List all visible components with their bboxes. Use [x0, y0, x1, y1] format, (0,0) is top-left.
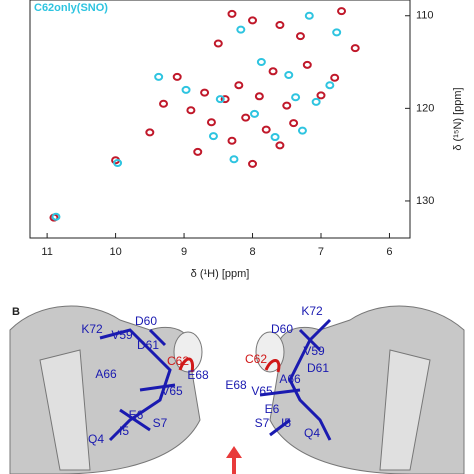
- x-tick-label: 10: [109, 246, 121, 258]
- residue-label: K72: [81, 322, 103, 336]
- y-tick-label: 130: [416, 195, 434, 207]
- peak: [254, 92, 264, 101]
- peak: [311, 97, 321, 106]
- peak: [51, 212, 61, 221]
- peak: [236, 25, 246, 34]
- peak: [304, 11, 314, 20]
- peak: [200, 88, 210, 97]
- peak: [268, 67, 278, 76]
- peak: [248, 159, 258, 168]
- peak: [250, 109, 260, 118]
- residue-label: V59: [303, 344, 325, 358]
- residue-label: D61: [137, 338, 159, 352]
- peak: [186, 106, 196, 115]
- peak: [270, 133, 280, 142]
- residue-label: D61: [307, 361, 329, 375]
- peak: [227, 136, 237, 145]
- x-tick-label: 6: [386, 246, 392, 258]
- peak: [193, 147, 203, 156]
- peak: [297, 126, 307, 135]
- peak: [229, 155, 239, 164]
- peak: [181, 85, 191, 94]
- peak: [241, 113, 251, 122]
- residue-label: C62: [245, 352, 267, 366]
- peak: [154, 72, 164, 81]
- residue-label: V59: [111, 328, 133, 342]
- peak: [350, 44, 360, 53]
- c62-residue: [178, 357, 281, 373]
- peak: [261, 125, 271, 134]
- peak: [330, 73, 340, 82]
- peak: [256, 58, 266, 67]
- peak: [275, 141, 285, 150]
- peak: [332, 28, 342, 37]
- peak: [215, 95, 225, 104]
- legend-entry: C62only(SNO): [34, 2, 108, 14]
- residue-label: A66: [279, 372, 301, 386]
- peak: [289, 119, 299, 128]
- residue-label: S7: [153, 416, 168, 430]
- x-tick-label: 8: [249, 246, 255, 258]
- peak: [337, 7, 347, 16]
- peak: [325, 81, 335, 90]
- peak: [302, 60, 312, 69]
- residue-label: A66: [95, 367, 117, 381]
- residue-label: V65: [161, 384, 183, 398]
- peak: [291, 93, 301, 102]
- plot-frame: [29, 0, 411, 239]
- residue-label: V65: [251, 384, 273, 398]
- residue-label: Q4: [88, 432, 104, 446]
- residue-label: C62: [167, 354, 189, 368]
- y-tick-label: 120: [416, 102, 434, 114]
- peak: [316, 91, 326, 100]
- arrow: [226, 446, 242, 474]
- peak: [172, 72, 182, 81]
- residue-label: I5: [119, 424, 129, 438]
- residue-label: S7: [255, 416, 270, 430]
- y-axis-label: δ (¹⁵N) [ppm]: [452, 87, 464, 150]
- peak: [208, 132, 218, 141]
- residue-label: D60: [135, 314, 157, 328]
- peak: [145, 128, 155, 137]
- residue-label: E68: [225, 378, 247, 392]
- residue-label: K72: [301, 304, 323, 318]
- peak: [234, 81, 244, 90]
- residue-label: E6: [129, 408, 144, 422]
- residue-label: E68: [187, 368, 209, 382]
- x-tick-label: 7: [318, 246, 324, 258]
- residue-label: D60: [271, 322, 293, 336]
- residue-label: E6: [265, 402, 280, 416]
- peak: [159, 99, 169, 108]
- x-axis-label: δ (¹H) [ppm]: [191, 268, 250, 280]
- residue-label: Q4: [304, 426, 320, 440]
- peak: [295, 32, 305, 41]
- peak: [275, 21, 285, 30]
- peak: [282, 101, 292, 110]
- y-tick-label: 110: [416, 10, 434, 22]
- peak: [284, 71, 294, 80]
- peak: [220, 95, 230, 104]
- peak: [113, 158, 123, 167]
- x-tick-label: 11: [41, 246, 52, 258]
- peak: [248, 16, 258, 25]
- x-tick-label: 9: [181, 246, 187, 258]
- peak: [206, 118, 216, 127]
- side-chains: [99, 318, 332, 442]
- panel-label: B: [12, 306, 20, 318]
- peak: [213, 39, 223, 48]
- residue-label: I5: [281, 416, 291, 430]
- peak: [227, 9, 237, 18]
